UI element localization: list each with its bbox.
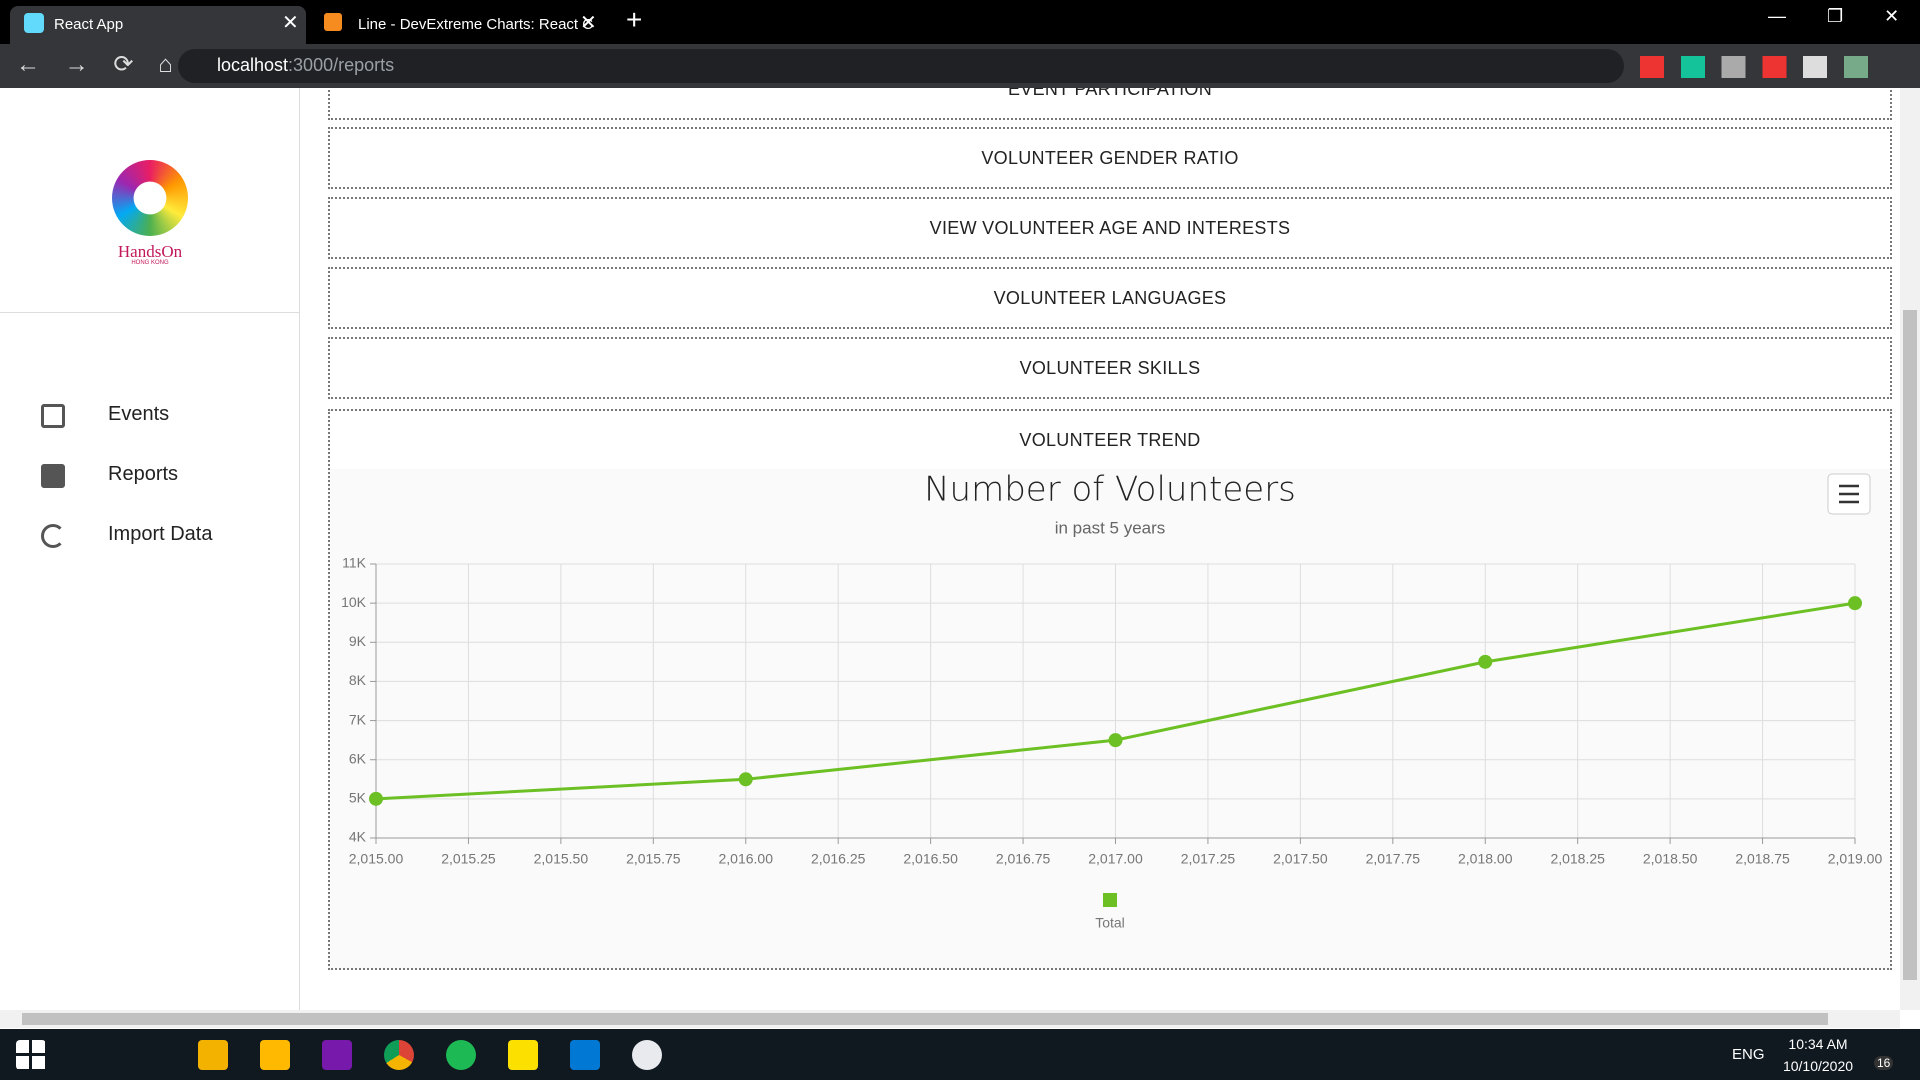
legend-label: Total [1095,915,1125,930]
app-icon[interactable] [260,1040,290,1070]
x-tick-label: 2,018.00 [1458,851,1513,867]
tab-close[interactable]: ✕ [282,12,299,34]
x-tick-label: 2,018.50 [1643,851,1698,867]
data-point [1478,654,1493,669]
tab-icon [24,13,44,33]
data-point [1848,596,1862,611]
trend-panel: VOLUNTEER TREND [328,409,1892,970]
y-tick-label: 8K [349,672,367,688]
nav-item[interactable]: Events [108,403,170,425]
logo-text: HandsOn [117,242,183,261]
y-tick-label: 10K [341,594,367,610]
x-tick-label: 2,017.50 [1273,851,1328,867]
chart-subtitle: in past 5 years [1055,518,1166,537]
calendar-icon [41,404,65,428]
nav-item[interactable]: Import Data [108,523,213,545]
x-tick-label: 2,015.50 [534,851,589,867]
omnibox[interactable] [178,49,1624,83]
x-tick-label: 2,015.75 [626,851,681,867]
new-tab[interactable]: + [626,4,643,35]
h-thumb[interactable] [22,1013,1828,1025]
y-tick-label: 7K [349,711,367,727]
browser-tab[interactable]: React App [10,6,306,44]
chart: Number of Volunteers in past 5 years 4K 5… [341,470,1883,931]
x-tick-label: 2,016.25 [811,851,866,867]
x-tick-label: 2,019.00 [1828,851,1883,867]
x-tick-label: 2,018.25 [1550,851,1605,867]
app-icon[interactable] [508,1040,538,1070]
h-scrollbar[interactable] [0,1010,1900,1028]
divider [0,312,299,313]
x-tick-label: 2,016.00 [719,851,774,867]
x-tick-label: 2,016.50 [903,851,958,867]
clock-date[interactable]: 10/10/2020 [1782,1058,1854,1074]
v-thumb[interactable] [1903,310,1917,980]
y-tick-label: 4K [349,829,367,845]
app-icon[interactable] [198,1040,228,1070]
import-icon [41,524,65,548]
language[interactable]: ENG [1732,1046,1765,1063]
start-button[interactable] [16,1040,46,1070]
data-point [1108,733,1123,748]
menu-icon [1839,484,1859,504]
browser-tab[interactable]: Line - DevExtreme Charts: React C [358,16,594,33]
data-point [369,791,383,806]
x-tick-label: 2,017.00 [1088,851,1143,867]
url-path: :3000/reports [288,55,395,75]
tab-close[interactable]: ✕ [580,12,597,34]
x-tick-label: 2,017.75 [1366,851,1421,867]
url: localhost:3000/reports [217,55,394,76]
reports-icon [41,464,65,488]
extensions[interactable] [1640,56,1880,78]
logo-mark [112,160,188,236]
clock-time[interactable]: 10:34 AM [1788,1036,1848,1052]
tab-icon [324,13,342,31]
data-point [738,772,753,787]
legend-swatch [1103,893,1117,907]
app-icon[interactable] [322,1040,352,1070]
app-icon[interactable] [446,1040,476,1070]
section-header[interactable]: VOLUNTEER TREND [330,411,1890,469]
x-tick-label: 2,017.25 [1181,851,1236,867]
section-header[interactable]: VOLUNTEER GENDER RATIO [328,127,1892,189]
v-scrollbar[interactable] [1900,88,1920,1010]
section-header[interactable]: VIEW VOLUNTEER AGE AND INTERESTS [328,197,1892,259]
x-tick-label: 2,015.00 [349,851,404,867]
app-icon[interactable] [570,1040,600,1070]
y-tick-label: 11K [342,555,367,571]
content: EVENT PARTICIPATION VOLUNTEER GENDER RAT… [300,88,1900,1010]
section-header[interactable]: VOLUNTEER LANGUAGES [328,267,1892,329]
y-tick-label: 5K [349,790,367,806]
y-tick-label: 6K [349,750,367,766]
taskbar [0,1029,1920,1080]
notification-count[interactable]: 16 [1874,1056,1894,1070]
x-tick-label: 2,018.75 [1735,851,1790,867]
nav-buttons[interactable]: ← → ⟳ ⌂ [16,51,173,78]
y-tick-label: 9K [349,633,367,649]
sidebar [0,88,300,1010]
x-tick-label: 2,015.25 [441,851,496,867]
chart-title: Number of Volunteers [924,470,1296,510]
section-header[interactable]: VOLUNTEER SKILLS [328,337,1892,399]
app-icon[interactable] [632,1040,662,1070]
section-header[interactable]: EVENT PARTICIPATION [328,88,1892,120]
x-tick-label: 2,016.75 [996,851,1051,867]
nav-item[interactable]: Reports [108,463,179,485]
app-icon[interactable] [384,1040,414,1070]
tab-strip [0,0,1920,44]
logo-sub: HONG KONG [131,260,169,266]
url-host: localhost [217,55,289,75]
window-controls[interactable]: — ❐ ✕ [1768,6,1900,26]
